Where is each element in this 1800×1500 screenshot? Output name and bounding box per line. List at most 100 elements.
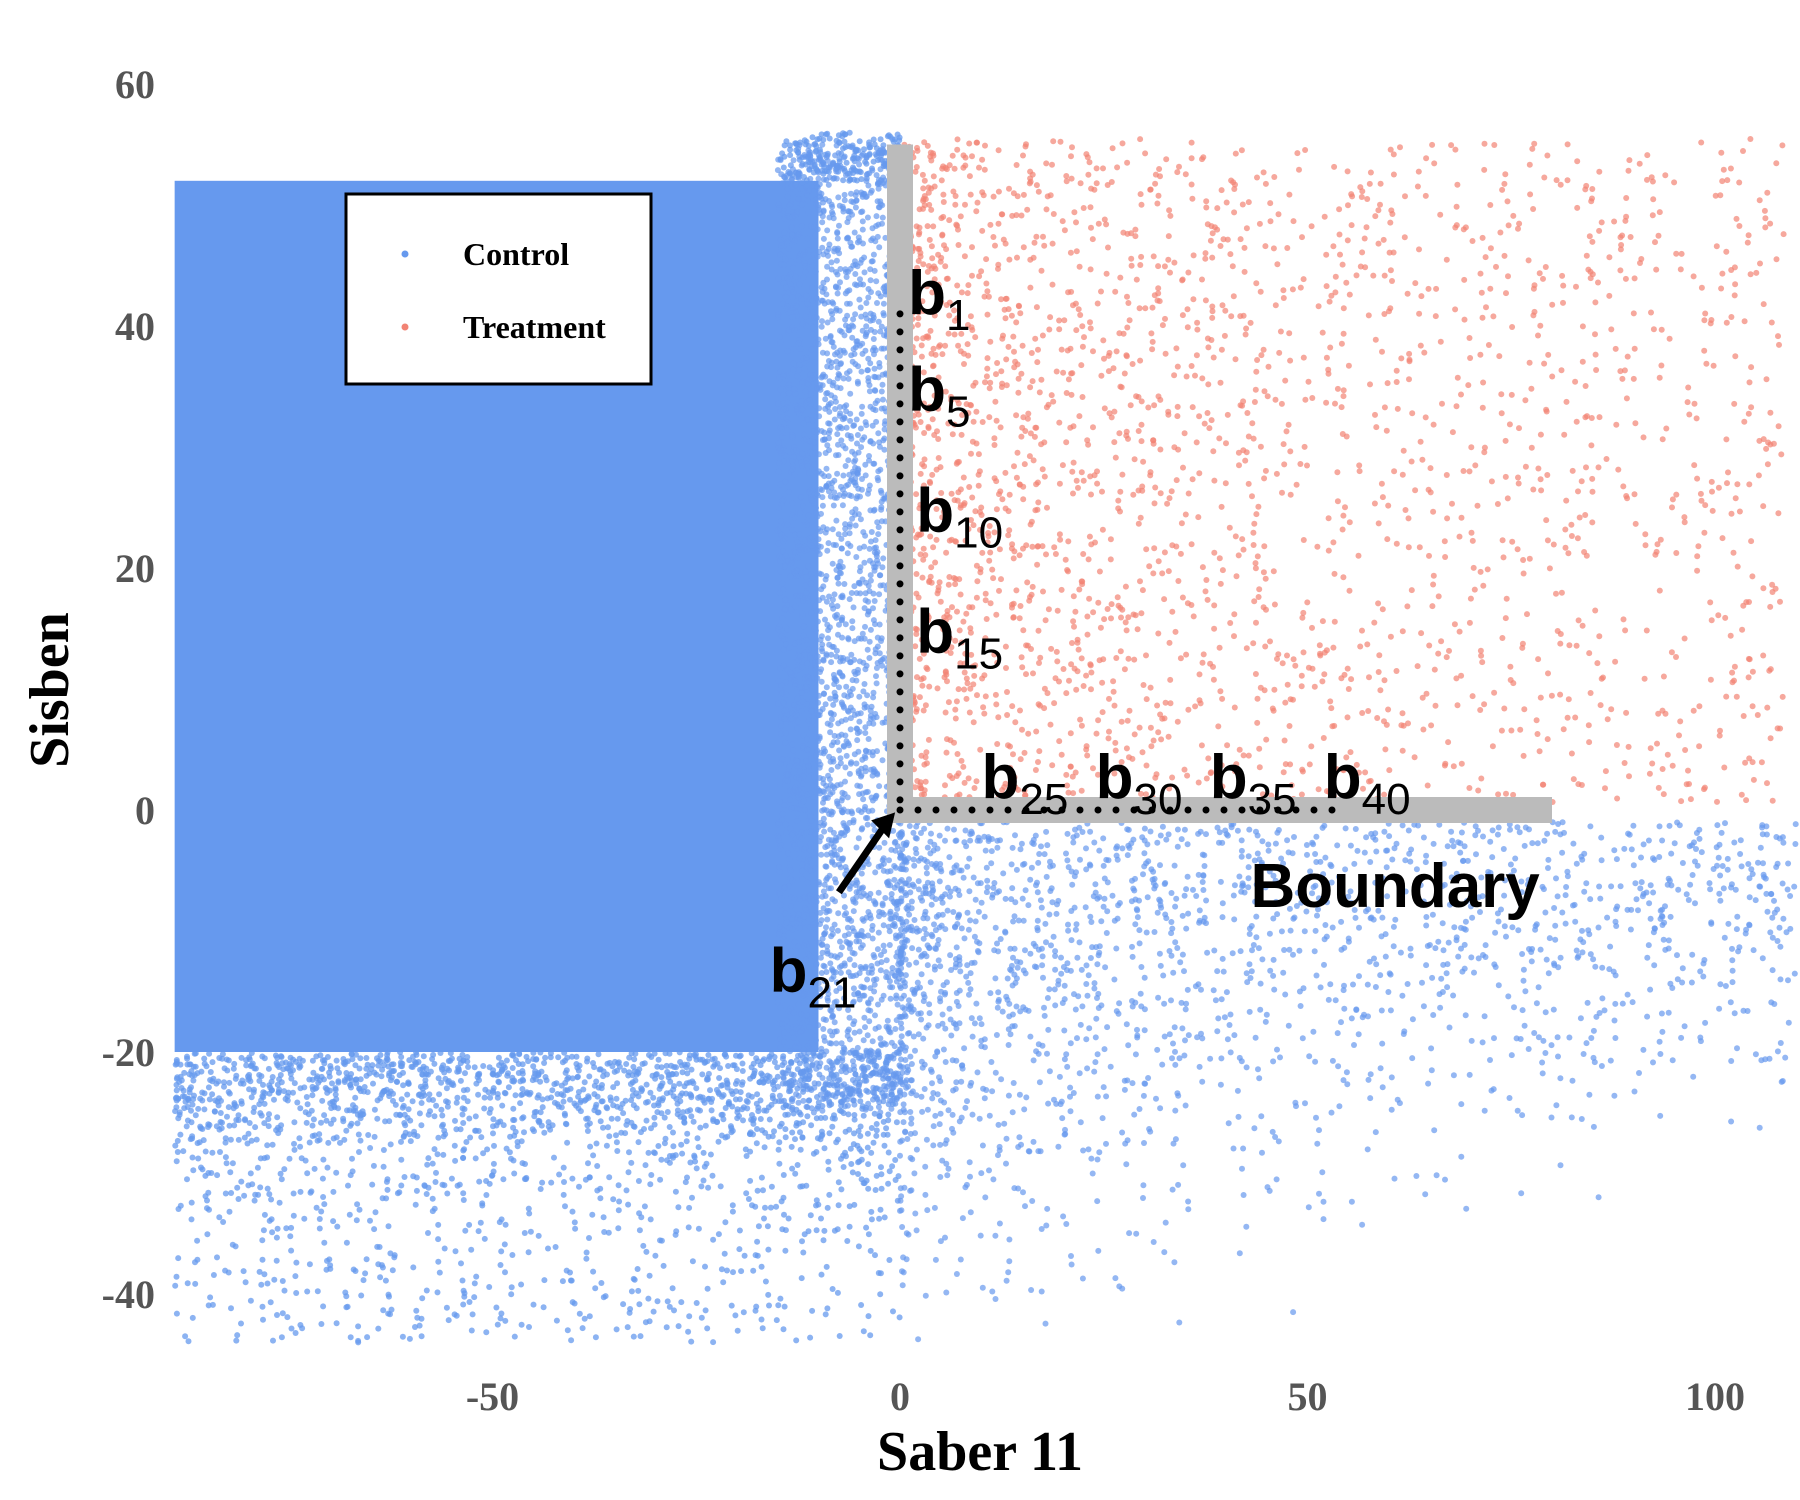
data-point [535, 1117, 542, 1124]
data-point [856, 168, 863, 175]
data-point [862, 472, 869, 479]
data-point [762, 1204, 768, 1211]
data-point [776, 1160, 783, 1167]
data-point [301, 1215, 308, 1222]
data-point [870, 689, 877, 696]
data-point [809, 987, 816, 994]
data-point [824, 130, 831, 137]
data-point [846, 523, 853, 530]
data-point [815, 543, 822, 549]
data-point [343, 1304, 350, 1311]
data-point [942, 1059, 949, 1065]
data-point [173, 1310, 180, 1317]
data-point [793, 593, 800, 600]
data-point [800, 972, 807, 979]
data-point [225, 1057, 232, 1064]
data-point [543, 1077, 550, 1084]
data-point [850, 1062, 857, 1069]
data-point [864, 1064, 871, 1071]
data-point [183, 1123, 190, 1130]
data-point [584, 1128, 591, 1134]
data-point [843, 172, 849, 179]
data-point [613, 1095, 620, 1102]
data-point [843, 424, 850, 431]
data-point [397, 1049, 404, 1056]
data-point [647, 1216, 654, 1223]
data-point [842, 463, 849, 469]
data-point [344, 1107, 350, 1114]
data-point [838, 437, 845, 444]
data-point [512, 1092, 519, 1099]
data-point [675, 1323, 682, 1330]
data-point [296, 1055, 303, 1062]
data-point [260, 1094, 267, 1101]
data-point [787, 271, 794, 278]
data-point [828, 259, 835, 266]
data-point [490, 1089, 497, 1096]
data-point [822, 1311, 829, 1318]
data-point [832, 676, 839, 683]
data-point [431, 1060, 438, 1067]
data-point [852, 1071, 859, 1078]
data-point [819, 1107, 826, 1114]
data-point [803, 686, 810, 693]
data-point [356, 1085, 363, 1092]
data-point [765, 1246, 772, 1253]
data-point [787, 1048, 793, 1055]
data-point [1067, 1108, 1074, 1115]
data-point [841, 332, 848, 339]
data-point [651, 1121, 658, 1128]
data-point [666, 1124, 673, 1130]
data-point [773, 1203, 780, 1210]
data-point [798, 398, 805, 404]
data-point [448, 1055, 455, 1062]
data-point [852, 361, 859, 368]
data-point [248, 1094, 255, 1101]
data-point [626, 1069, 633, 1076]
data-point [867, 626, 874, 633]
data-point [794, 554, 801, 561]
data-point [1534, 840, 1541, 847]
data-point [226, 1208, 233, 1215]
data-point [438, 1106, 445, 1113]
data-point [364, 1061, 371, 1068]
data-point [644, 1098, 651, 1105]
data-point [304, 1170, 311, 1177]
data-point [349, 1155, 355, 1162]
data-point [783, 919, 790, 926]
data-point [462, 1070, 468, 1077]
data-point [813, 960, 820, 967]
data-point [871, 267, 878, 274]
data-point [788, 1059, 795, 1066]
data-point [256, 1077, 263, 1084]
data-point [1494, 831, 1501, 838]
data-point [838, 944, 845, 951]
data-point [388, 1306, 395, 1313]
data-point [626, 1309, 633, 1316]
data-point [511, 1170, 518, 1177]
data-point [819, 594, 826, 601]
data-point [818, 834, 824, 840]
data-point [320, 1156, 327, 1163]
data-point [705, 1184, 712, 1191]
data-point [864, 214, 871, 221]
data-point [805, 1228, 812, 1235]
data-point [385, 1090, 392, 1097]
data-point [788, 258, 795, 265]
data-point [526, 1324, 532, 1330]
data-point [537, 1186, 544, 1192]
data-point [888, 895, 895, 902]
data-point [584, 1122, 591, 1129]
data-point [867, 266, 874, 273]
data-point [651, 1150, 658, 1157]
data-point [794, 1162, 801, 1168]
data-point [863, 160, 870, 167]
data-point [885, 1111, 892, 1118]
data-point [707, 1151, 714, 1158]
data-point [857, 710, 864, 717]
data-point [483, 1329, 490, 1336]
data-point [1002, 895, 1009, 902]
data-point [849, 1077, 856, 1083]
data-point [429, 1160, 436, 1167]
data-point [795, 638, 802, 645]
